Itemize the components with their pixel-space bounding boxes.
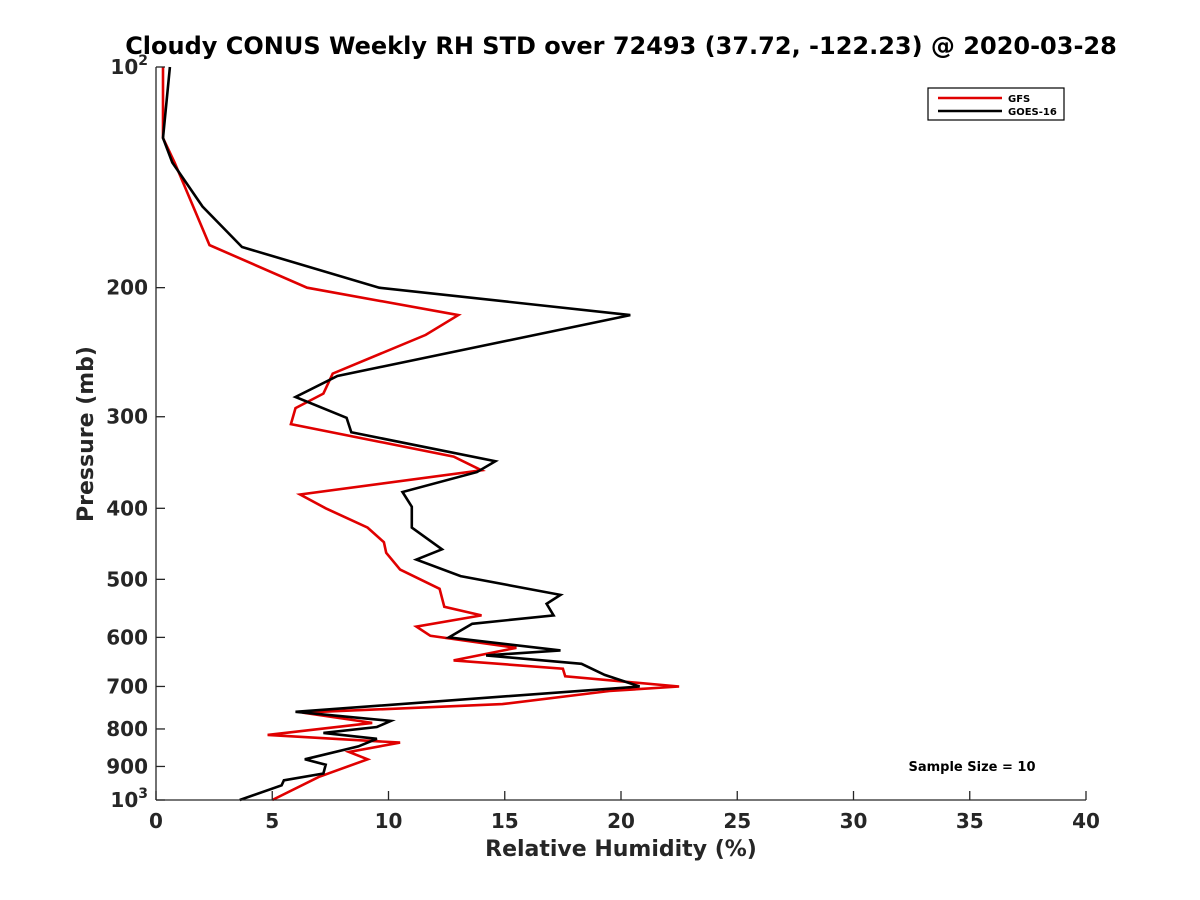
series-line-goes-16: [161, 66, 641, 802]
x-tick-label: 30: [840, 809, 868, 833]
x-tick-label: 5: [265, 809, 279, 833]
series-line-gfs: [161, 67, 680, 802]
legend-label-goes-16: GOES-16: [1008, 107, 1057, 118]
legend-box: [927, 87, 1065, 121]
y-tick-label: 102: [110, 53, 148, 79]
y-tick-label: 800: [106, 717, 148, 741]
y-tick-label: 600: [106, 625, 148, 649]
y-tick-label: 500: [106, 567, 148, 591]
y-tick-label: 103: [110, 786, 148, 812]
y-tick-label: 700: [106, 674, 148, 698]
chart-title: Cloudy CONUS Weekly RH STD over 72493 (3…: [125, 32, 1117, 60]
legend-label-gfs: GFS: [1008, 94, 1030, 105]
y-ticks: 102 200 300 400 500 600 700 800 900 103: [106, 53, 165, 812]
y-tick-label: 300: [106, 405, 148, 429]
legend: GFS GOES-16: [927, 87, 1065, 121]
x-tick-label: 10: [375, 809, 403, 833]
sample-size-annotation: Sample Size = 10: [908, 760, 1035, 775]
y-tick-label: 400: [106, 496, 148, 520]
y-axis-label: Pressure (mb): [74, 346, 99, 522]
x-axis-label: Relative Humidity (%): [485, 837, 757, 862]
x-tick-label: 0: [149, 809, 163, 833]
x-tick-label: 20: [607, 809, 635, 833]
x-tick-label: 35: [956, 809, 984, 833]
y-tick-label: 900: [106, 754, 148, 778]
series-layer: [161, 66, 680, 802]
x-tick-label: 25: [723, 809, 751, 833]
x-tick-label: 40: [1072, 809, 1100, 833]
x-ticks: 0 5 10 15 20 25 30 35 40: [149, 791, 1100, 833]
x-tick-label: 15: [491, 809, 519, 833]
plot-area: [156, 67, 1086, 800]
y-tick-label: 200: [106, 276, 148, 300]
